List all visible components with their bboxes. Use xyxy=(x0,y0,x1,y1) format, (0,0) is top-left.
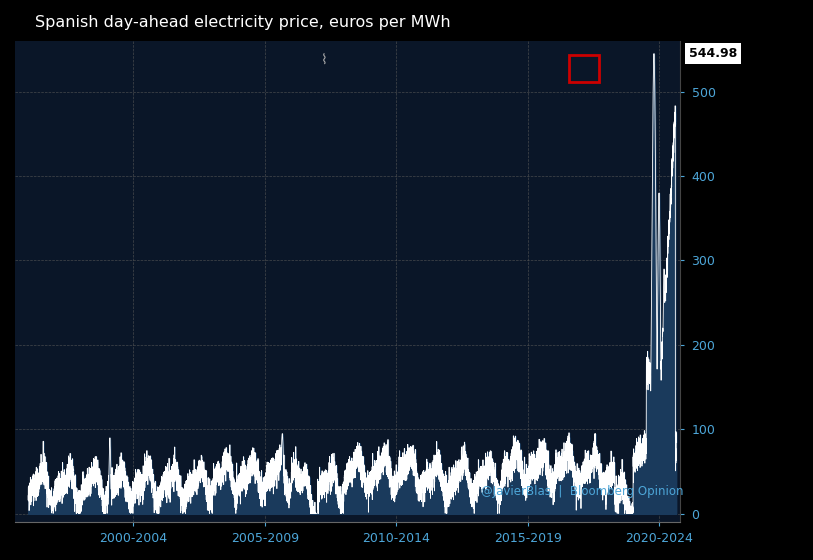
Text: 544.98: 544.98 xyxy=(689,47,737,60)
Text: ⌇: ⌇ xyxy=(321,53,328,67)
Text: Spanish day-ahead electricity price, euros per MWh: Spanish day-ahead electricity price, eur… xyxy=(35,15,450,30)
Text: @JavierBlas  |  Bloomberg Opinion: @JavierBlas | Bloomberg Opinion xyxy=(480,485,683,498)
